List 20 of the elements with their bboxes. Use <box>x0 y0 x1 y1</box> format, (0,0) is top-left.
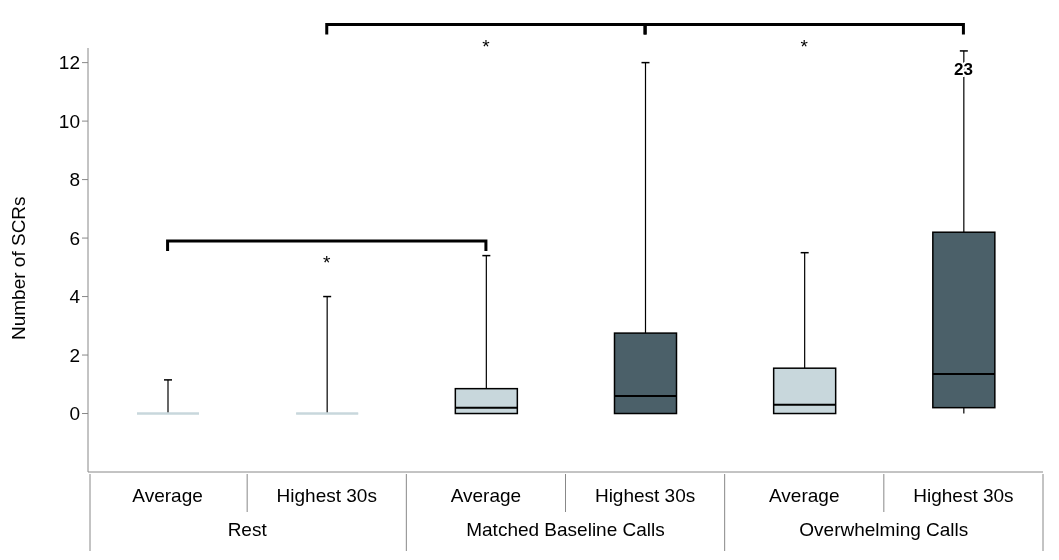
text: Overwhelming Calls <box>799 519 969 540</box>
y-tick-label: 6 <box>69 227 80 249</box>
x-tick-label: Average <box>132 485 203 506</box>
x-tick-label: Average <box>769 485 840 506</box>
y-tick-label: 8 <box>69 169 80 191</box>
y-axis-title: Number of SCRs <box>7 196 29 340</box>
y-tick-label: 0 <box>69 403 80 425</box>
annotation: * <box>482 35 491 57</box>
y-tick-label: 12 <box>58 52 80 74</box>
y-tick-label: 2 <box>69 344 80 366</box>
text: Rest <box>227 519 268 540</box>
x-tick-label: Highest 30s <box>594 485 696 506</box>
x-tick-label: Highest 30s <box>276 485 377 506</box>
text: Matched Baseline Calls <box>466 519 665 540</box>
annotation: * <box>323 251 332 273</box>
annotation: * <box>800 35 809 57</box>
y-tick-label: 4 <box>69 286 81 308</box>
x-tick-label: Average <box>450 485 522 506</box>
y-tick-label: 10 <box>58 110 80 132</box>
x-tick-label: Highest 30s <box>913 485 1014 506</box>
